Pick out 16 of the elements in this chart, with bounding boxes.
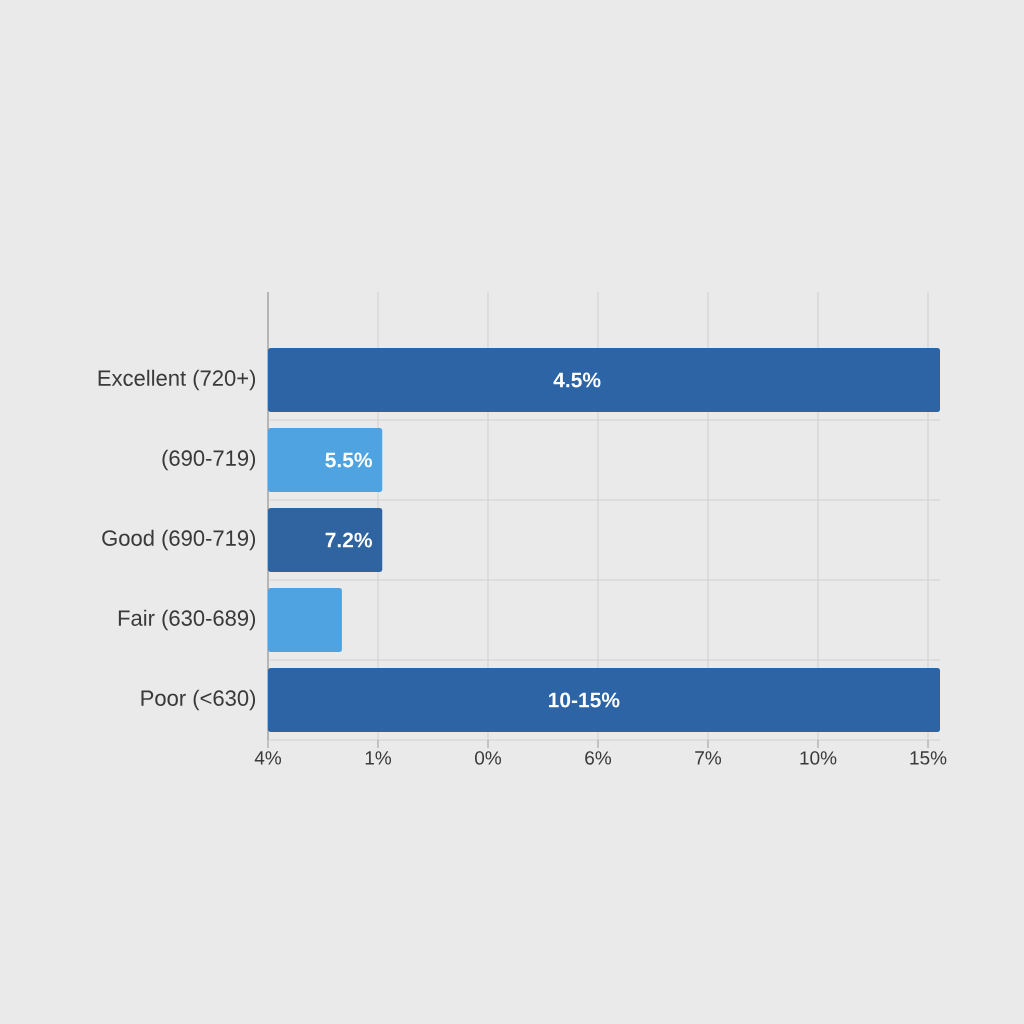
annotation: 7.2%: [325, 532, 373, 548]
annotation: 6%: [585, 751, 612, 765]
y-tick-label: (690-719): [162, 449, 256, 471]
annotation: 4.5%: [553, 372, 601, 388]
annotation: 10-15%: [548, 692, 620, 708]
annotation: 0%: [475, 751, 502, 765]
y-tick-label: Fair (630-689): [118, 609, 256, 631]
y-tick-label: Excellent (720+): [98, 369, 256, 391]
annotation: 5.5%: [325, 452, 373, 468]
y-tick-label: Poor (<630): [141, 689, 256, 711]
annotation: 10%: [800, 751, 837, 765]
annotation: 7%: [695, 751, 722, 765]
annotation: 1%: [365, 751, 392, 765]
annotation: 15%: [910, 751, 947, 765]
annotation: 4%: [254, 751, 282, 765]
y-tick-label: Good (690-719): [102, 529, 256, 551]
